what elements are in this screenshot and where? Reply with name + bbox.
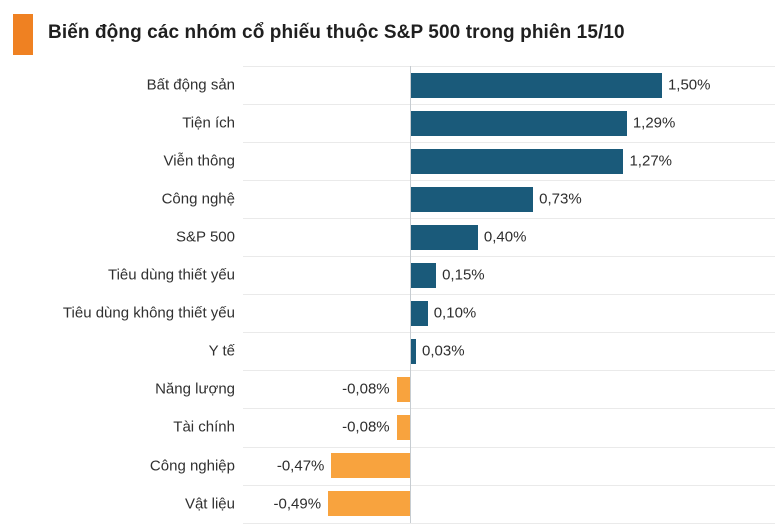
bar-positive [411,262,437,288]
value-label: 1,29% [632,114,676,132]
gridline [243,446,775,448]
gridline [243,66,775,67]
gridline [243,484,775,486]
chart-header: Biến động các nhóm cổ phiếu thuộc S&P 50… [0,0,778,60]
bar-positive [411,72,662,98]
bar-positive [411,224,478,250]
bar-negative [331,453,410,479]
bar-negative [396,376,410,402]
gridline [243,180,775,182]
bar-positive [411,338,417,364]
bar-positive [411,110,627,136]
value-label: 0,10% [433,304,477,322]
category-label: Vật liệu [184,495,235,513]
value-label: -0,49% [273,495,322,513]
category-label: Tài chính [173,418,235,436]
value-label: -0,08% [342,380,390,398]
gridline [243,408,775,410]
value-label: 1,50% [667,76,711,94]
category-label: Tiện ích [182,114,235,132]
bar-negative [396,414,410,440]
category-label: Tiêu dùng không thiết yếu [62,304,235,322]
category-label: Năng lượng [155,380,235,398]
category-label: Bất động sản [146,76,235,94]
gridline [243,522,775,524]
value-label: -0,47% [276,457,325,475]
category-label: Công nghệ [161,190,235,208]
gridline [243,294,775,296]
bar-positive [411,148,624,174]
gridline [243,218,775,220]
gridline [243,332,775,334]
category-label: Y tế [208,342,235,360]
value-label: 1,27% [629,152,673,170]
category-label: Tiêu dùng thiết yếu [107,266,235,284]
title-marker-square [13,14,33,55]
gridline [243,104,775,106]
gridline [243,142,775,144]
chart-title: Biến động các nhóm cổ phiếu thuộc S&P 50… [48,22,625,43]
value-label: -0,08% [342,418,390,436]
category-label: Công nghiệp [149,457,235,475]
bar-positive [411,300,428,326]
category-label: Viễn thông [163,152,235,170]
zero-axis-line [410,66,411,523]
bar-negative [328,491,410,517]
value-label: 0,73% [539,190,582,208]
value-label: 0,15% [442,266,485,284]
value-label: 0,40% [483,228,527,246]
value-label: 0,03% [422,342,465,360]
category-label: S&P 500 [176,228,235,246]
gridline [243,370,775,372]
bar-positive [411,186,534,212]
gridline [243,256,775,258]
